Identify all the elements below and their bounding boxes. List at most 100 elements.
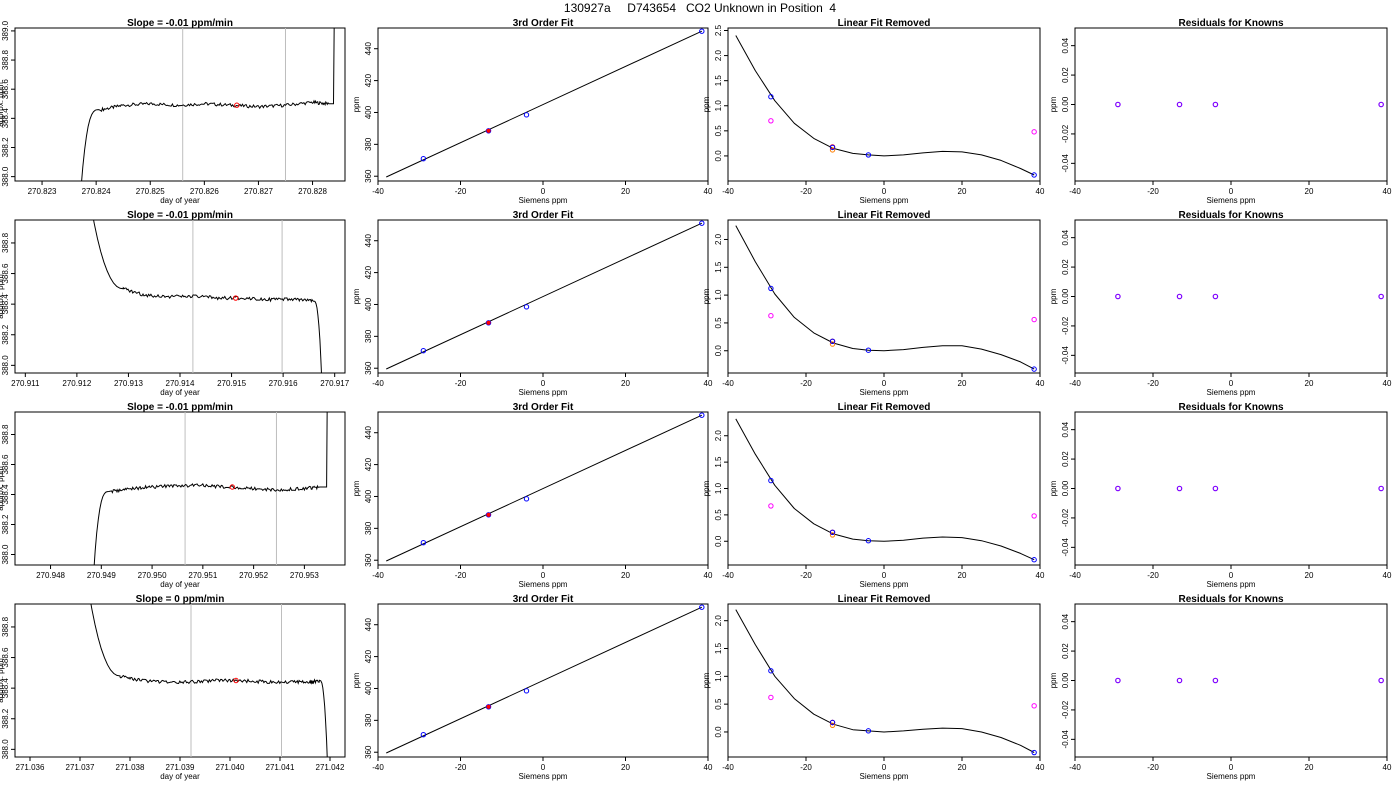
known-point: [1031, 172, 1037, 178]
x-tick-label: -20: [455, 187, 467, 196]
panel-trace-row3: Slope = -0.01 ppm/min 270.948 270.949 270.9…: [0, 402, 346, 589]
y-tick-label: 1.5: [714, 261, 723, 273]
known-point: [420, 731, 427, 738]
plot-area: [81, 28, 335, 181]
plot-title: Slope = -0.01 ppm/min: [127, 210, 233, 221]
y-tick-label: 388.4: [1, 678, 10, 699]
known-point: [420, 347, 427, 354]
known-point: [768, 94, 774, 100]
y-tick-label: -0.02: [1061, 124, 1070, 143]
x-axis-label: Siemens ppm: [1207, 388, 1256, 397]
y-tick-label: 388.2: [1, 708, 10, 729]
x-tick-label: 270.827: [244, 187, 273, 196]
x-axis-label: Siemens ppm: [1207, 772, 1256, 781]
plot-area: [1115, 677, 1384, 684]
y-tick-label: -0.02: [1061, 316, 1070, 335]
x-axis-label: Siemens ppm: [860, 196, 909, 205]
plot-frame: [1074, 27, 1388, 182]
known-point: [699, 220, 705, 226]
x-tick-label: 40: [1036, 379, 1045, 388]
y-tick-label: 388.8: [1, 50, 10, 71]
y-tick-label: -0.02: [1061, 508, 1070, 527]
plot-area: [735, 225, 1037, 372]
x-axis-label: day of year: [160, 772, 200, 781]
y-tick-label: 388.2: [1, 324, 10, 345]
residual-point: [1176, 677, 1183, 684]
x-tick-label: 270.823: [28, 187, 57, 196]
known-point: [829, 529, 836, 535]
x-tick-label: 270.951: [188, 571, 217, 580]
known-point: [523, 112, 530, 118]
y-tick-label: 380: [364, 713, 373, 727]
y-tick-label: 388.4: [1, 294, 10, 315]
y-tick-label: 0.00: [1061, 96, 1070, 112]
x-tick-label: 20: [621, 187, 630, 196]
y-tick-label: 0.5: [714, 125, 723, 137]
plot-frame: [1074, 219, 1388, 374]
y-tick-label: 0.04: [1061, 613, 1070, 629]
x-tick-label: -20: [455, 571, 467, 580]
unknown-marker: [232, 295, 239, 301]
plot-area: [386, 412, 705, 562]
unknown-point: [486, 320, 491, 325]
plot-title: Residuals for Knowns: [1178, 210, 1283, 221]
x-tick-label: -20: [800, 379, 812, 388]
unknown-marker: [229, 484, 235, 490]
x-tick-label: -20: [800, 187, 812, 196]
x-tick-label: -20: [1147, 571, 1159, 580]
plot-area: [386, 28, 705, 178]
y-tick-label: 0.00: [1061, 480, 1070, 496]
x-tick-label: 0: [541, 763, 546, 772]
x-tick-label: 20: [621, 763, 630, 772]
y-tick-label: 388.6: [1, 454, 10, 475]
y-axis-label: ppm: [1049, 672, 1058, 688]
y-axis-label: ppm: [702, 96, 711, 112]
x-tick-label: -40: [722, 379, 734, 388]
panel-trace-row1: Slope = -0.01 ppm/min 270.823 270.824 270.8…: [0, 18, 346, 205]
x-tick-label: 20: [621, 571, 630, 580]
x-tick-label: 40: [704, 763, 713, 772]
x-tick-label: -20: [1147, 763, 1159, 772]
known-point: [829, 338, 836, 344]
residual-point: [1115, 101, 1121, 108]
y-tick-label: 400: [364, 489, 373, 503]
y-tick-label: 440: [364, 618, 373, 632]
plot-area: [386, 220, 705, 370]
panel-fit-row3: 3rd Order Fit -40 -20 0 20 40 Siemens ppm 360 38…: [352, 402, 713, 589]
y-tick-label: 0.5: [714, 698, 723, 710]
trace-line: [90, 604, 328, 757]
y-tick-label: 389.0: [1, 20, 10, 41]
magenta-point: [1031, 703, 1037, 709]
x-tick-label: 40: [1036, 187, 1045, 196]
x-tick-label: 20: [958, 763, 967, 772]
y-tick-label: 0.5: [714, 317, 723, 329]
y-tick-label: 0.02: [1061, 67, 1070, 83]
plot-frame: [14, 603, 346, 758]
x-tick-label: 271.036: [16, 763, 45, 772]
y-tick-label: -0.04: [1061, 154, 1070, 173]
y-tick-label: 1.0: [714, 482, 723, 494]
residual-point: [1378, 485, 1384, 492]
plot-title: Slope = -0.01 ppm/min: [127, 402, 233, 413]
y-axis-label: approx. ppm: [0, 658, 5, 703]
y-tick-label: 388.8: [1, 232, 10, 253]
plot-frame: [727, 219, 1041, 374]
y-tick-label: 360: [364, 169, 373, 183]
x-tick-label: 270.953: [290, 571, 319, 580]
x-tick-label: 40: [1383, 763, 1392, 772]
x-tick-label: 271.038: [116, 763, 145, 772]
y-axis-label: ppm: [352, 288, 361, 304]
plot-frame: [1074, 603, 1388, 758]
residual-point: [1115, 485, 1121, 492]
y-tick-label: 0.02: [1061, 643, 1070, 659]
y-tick-label: 0.00: [1061, 288, 1070, 304]
y-tick-label: 388.8: [1, 424, 10, 445]
plot-area: [1115, 293, 1384, 300]
plot-frame: [14, 411, 346, 566]
y-tick-label: 2.5: [714, 24, 723, 36]
magenta-point: [1031, 129, 1037, 135]
x-axis-label: Siemens ppm: [519, 196, 568, 205]
plot-frame: [727, 411, 1041, 566]
x-tick-label: -40: [722, 187, 734, 196]
x-tick-label: -20: [800, 763, 812, 772]
